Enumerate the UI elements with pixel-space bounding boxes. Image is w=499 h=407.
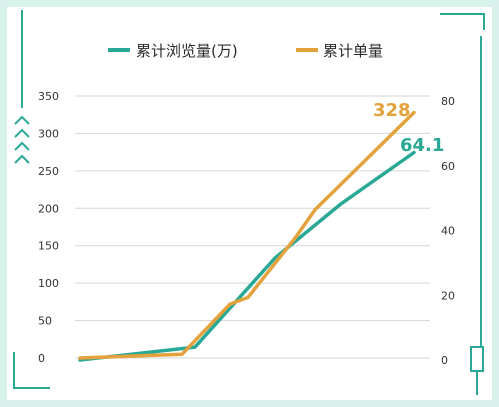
legend-label-views: 累计浏览量(万) — [136, 42, 238, 60]
end-label-views: 64.1 — [400, 135, 444, 156]
top-right-corner-decoration — [440, 13, 485, 30]
left-axis-tick-label: 350 — [38, 90, 59, 103]
legend-label-orders: 累计单量 — [323, 42, 383, 60]
series-line-orders — [78, 110, 416, 360]
right-axis-tick-label: 40 — [441, 225, 455, 238]
gridlines — [75, 95, 430, 359]
chart-panel — [7, 7, 492, 400]
series-line-views — [78, 150, 416, 362]
end-label-orders: 328 — [373, 100, 411, 121]
bottom-left-corner-decoration — [13, 352, 50, 389]
frame-decoration — [13, 10, 485, 395]
chevron-up-icon — [14, 154, 30, 164]
left-axis-tick-label: 50 — [38, 315, 52, 328]
left-axis-ticks: 0 50 100 150 200 250 300 350 — [38, 90, 59, 365]
left-axis-tick-label: 0 — [38, 352, 45, 365]
right-rectangle-decoration — [470, 346, 484, 372]
legend: 累计浏览量(万) 累计单量 — [108, 42, 383, 60]
right-axis-ticks: 0 20 40 60 80 — [441, 95, 455, 367]
left-axis-tick-label: 250 — [38, 165, 59, 178]
chevron-up-icon — [14, 128, 30, 138]
left-axis-tick-label: 150 — [38, 240, 59, 253]
left-axis-tick-label: 200 — [38, 202, 59, 215]
right-axis-tick-label: 80 — [441, 95, 455, 108]
right-axis-tick-label: 0 — [441, 354, 448, 367]
chevron-up-icon — [14, 141, 30, 151]
right-axis-tick-label: 60 — [441, 160, 455, 173]
right-axis-tick-label: 20 — [441, 289, 455, 302]
left-axis-tick-label: 100 — [38, 277, 59, 290]
series-lines — [78, 110, 416, 362]
chevron-up-icon — [14, 115, 30, 125]
left-axis-tick-label: 300 — [38, 127, 59, 140]
